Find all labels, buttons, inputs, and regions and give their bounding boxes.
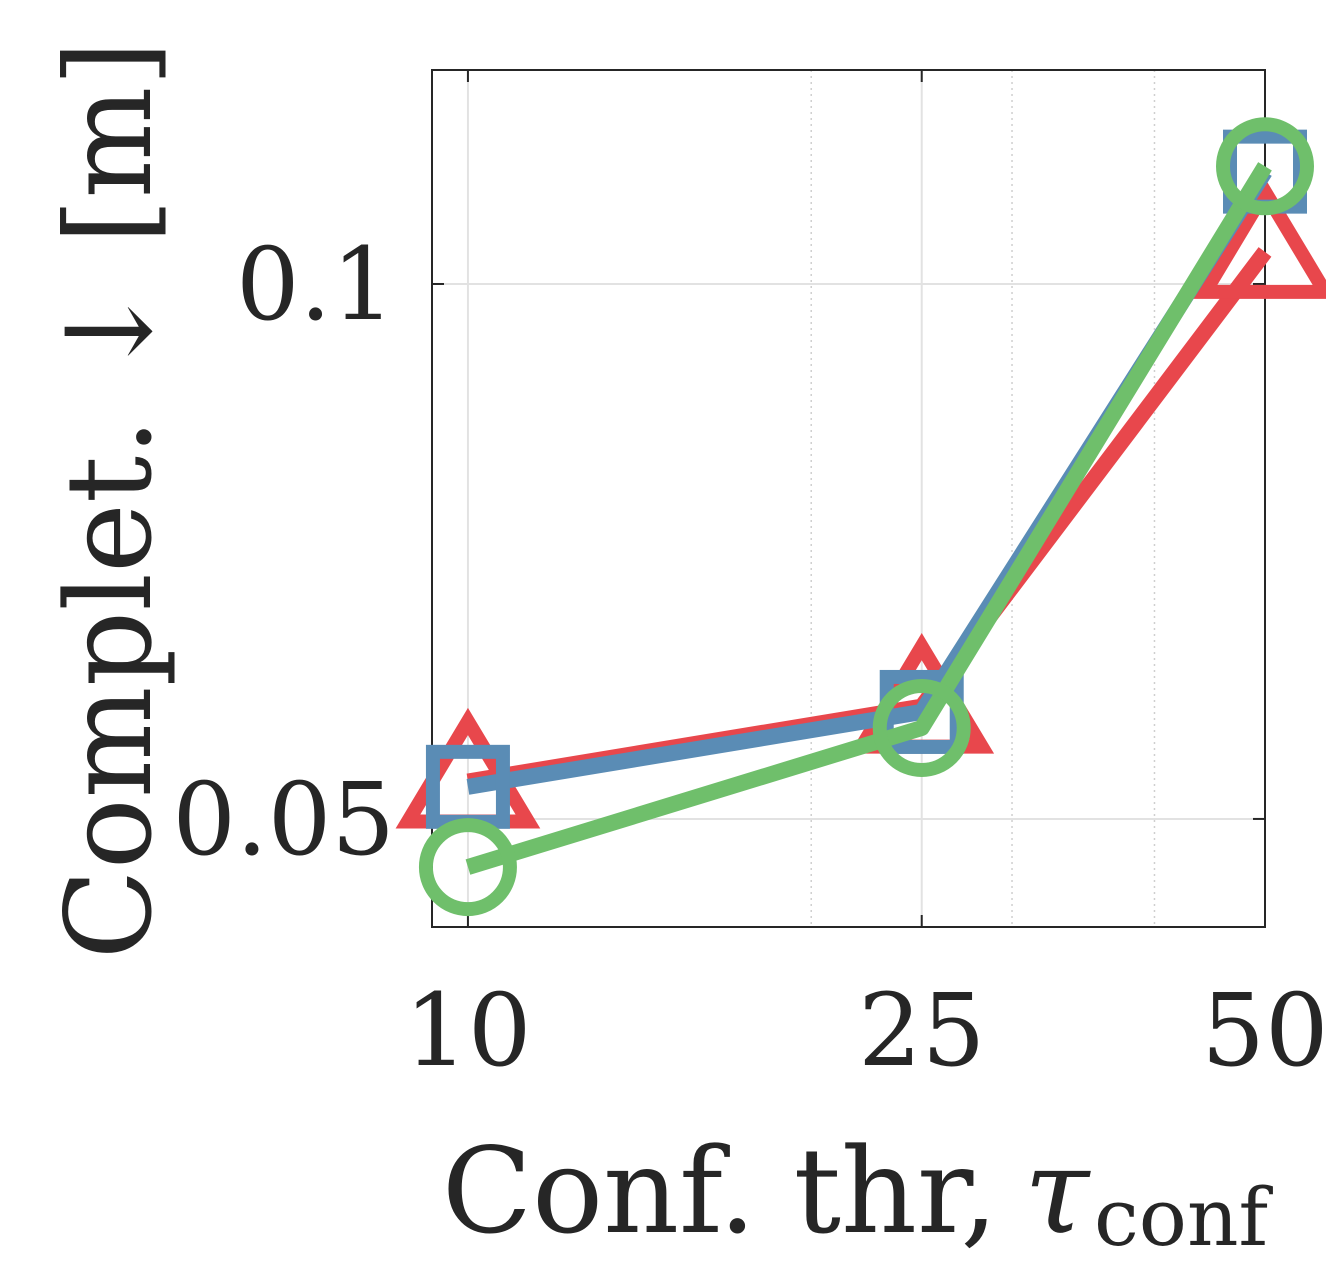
- x-tick-label: 25: [858, 972, 985, 1089]
- x-axis-label-subscript: conf: [1094, 1171, 1273, 1263]
- circle-marker: [418, 818, 517, 917]
- plot-area: [432, 70, 1265, 927]
- series-circle: [418, 117, 1314, 917]
- y-tick-label: 0.05: [172, 761, 395, 878]
- x-axis-label-symbol: τ: [1024, 1122, 1091, 1260]
- plot-frame: [431, 69, 1266, 928]
- circle-marker: [1216, 117, 1314, 216]
- triangle-marker: [1192, 178, 1326, 299]
- tick-labels: 10 25 50 0.05 0.1: [172, 226, 1326, 1089]
- x-tick-label: 50: [1201, 972, 1326, 1089]
- x-axis-label: Conf. thr,: [442, 1122, 998, 1260]
- y-tick-label: 0.1: [236, 226, 395, 343]
- series-line: [465, 162, 1272, 875]
- x-tick-label: 10: [404, 972, 531, 1089]
- y-axis-label: Complet. ↓ [m]: [40, 40, 178, 959]
- series-group: [395, 117, 1326, 917]
- circle-marker: [872, 678, 971, 777]
